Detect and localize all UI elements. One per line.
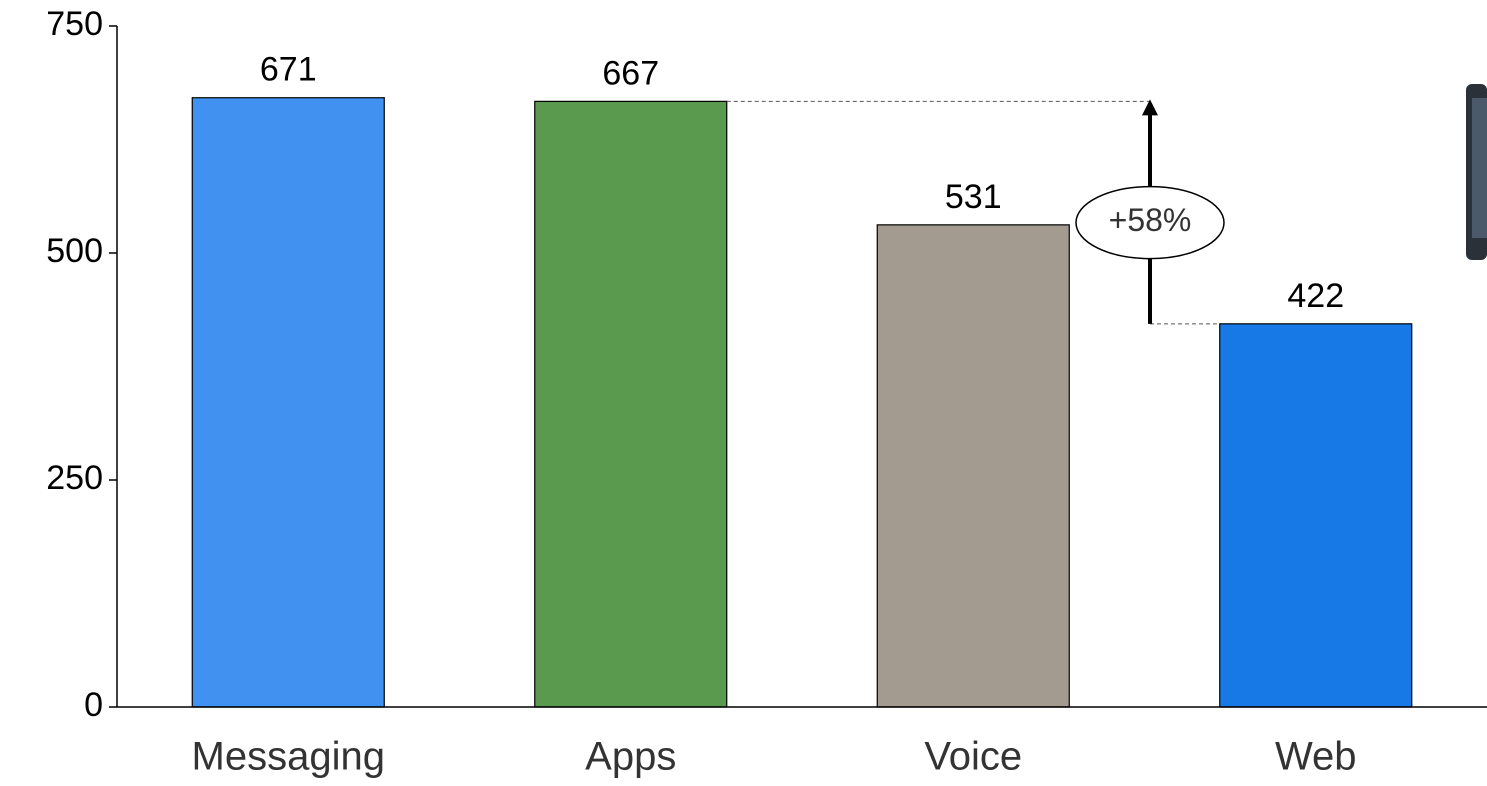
annotation-bubble <box>1075 185 1225 260</box>
annotation: +58% <box>1109 202 1192 238</box>
bar <box>191 97 385 708</box>
bar <box>876 224 1070 708</box>
y-tick-label: 0 <box>84 686 103 724</box>
value-label: 671 <box>260 51 317 89</box>
y-tick-label: 500 <box>46 232 103 270</box>
bar <box>534 100 728 708</box>
value-label: 422 <box>1287 277 1344 315</box>
y-tick-label: 250 <box>46 459 103 497</box>
x-tick-label: Apps <box>585 735 676 779</box>
phone-screen <box>1472 98 1487 238</box>
x-tick-label: Voice <box>924 735 1022 779</box>
y-tick-label: 750 <box>46 5 103 43</box>
bar <box>1219 323 1413 708</box>
x-tick-label: Messaging <box>192 735 385 779</box>
value-label: 667 <box>602 54 659 92</box>
x-tick-label: Web <box>1275 735 1357 779</box>
value-label: 531 <box>945 178 1002 216</box>
